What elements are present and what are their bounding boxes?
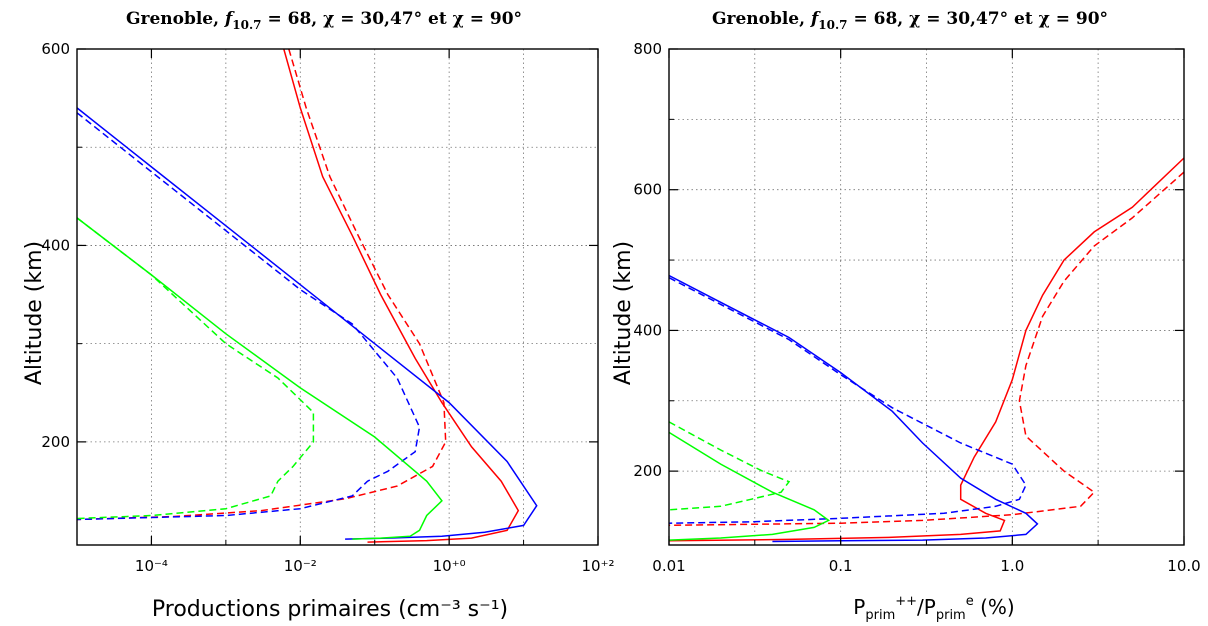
x-tick-label: 10⁺⁰ bbox=[433, 557, 466, 575]
series-line bbox=[669, 274, 1039, 543]
y-tick-label: 600 bbox=[41, 40, 70, 58]
y-tick-label: 200 bbox=[633, 462, 662, 480]
y-tick-label: 800 bbox=[633, 40, 662, 58]
series-line bbox=[77, 49, 447, 521]
x-axis-label: Productions primaires (cm⁻³ s⁻¹) bbox=[152, 597, 508, 622]
chart-right: Grenoble, f10.7 = 68, χ = 30,47° et χ = … bbox=[611, 9, 1201, 623]
x-tick-label: 10⁺² bbox=[581, 557, 614, 575]
series-line bbox=[669, 277, 1027, 524]
x-tick-label: 0.1 bbox=[829, 557, 853, 575]
y-tick-label: 400 bbox=[633, 321, 662, 339]
chart-left: Grenoble, f10.7 = 68, χ = 30,47° et χ = … bbox=[22, 9, 615, 622]
series-line bbox=[77, 217, 443, 540]
y-tick-label: 200 bbox=[41, 433, 70, 451]
y-axis-label: Altitude (km) bbox=[22, 241, 47, 385]
series-line bbox=[669, 171, 1184, 527]
series-line bbox=[669, 431, 831, 541]
series-line bbox=[77, 112, 421, 521]
x-tick-label: 0.01 bbox=[652, 557, 685, 575]
series-line bbox=[77, 107, 538, 540]
chart-title: Grenoble, f10.7 = 68, χ = 30,47° et χ = … bbox=[712, 9, 1108, 32]
x-tick-label: 10.0 bbox=[1167, 557, 1200, 575]
chart-title: Grenoble, f10.7 = 68, χ = 30,47° et χ = … bbox=[126, 9, 522, 32]
series-line bbox=[77, 217, 315, 520]
x-axis-label: Pprim++/Pprime (%) bbox=[853, 594, 1014, 623]
x-tick-label: 10⁻² bbox=[284, 557, 317, 575]
x-tick-label: 1.0 bbox=[1000, 557, 1024, 575]
plot-frame bbox=[76, 48, 599, 546]
series-line bbox=[669, 421, 791, 511]
y-axis-label: Altitude (km) bbox=[611, 241, 636, 385]
y-tick-label: 400 bbox=[41, 236, 70, 254]
x-tick-label: 10⁻⁴ bbox=[135, 557, 168, 575]
series-line bbox=[283, 49, 520, 543]
series-line bbox=[669, 157, 1184, 542]
y-tick-label: 600 bbox=[633, 181, 662, 199]
